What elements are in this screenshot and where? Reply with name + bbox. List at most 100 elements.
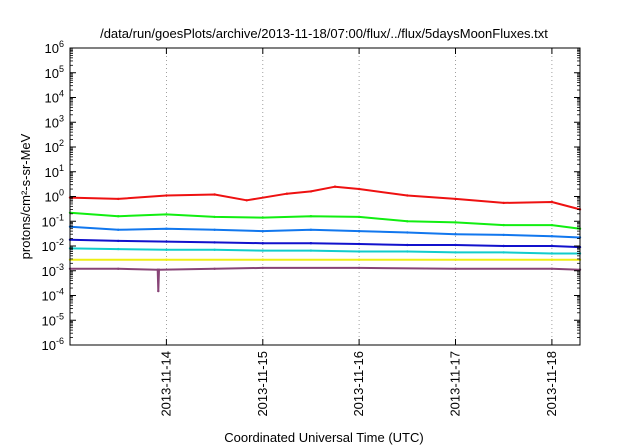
series-point [285,192,289,195]
series-point [213,215,216,219]
series-point [309,190,313,193]
series-point [502,233,505,237]
series-point [502,223,505,227]
y-tick-label: 10-6 [42,336,64,353]
series-point [502,244,505,248]
series-point [309,242,313,245]
series-point [261,216,264,219]
series-point [117,267,120,270]
y-tick-label: 10-3 [42,262,64,279]
series-point [165,248,168,251]
series-point [454,267,457,270]
series-point [213,248,216,251]
series-point [357,266,361,270]
series-point [309,249,313,252]
y-tick-base: 10 [42,264,56,279]
series-point [357,215,361,219]
y-tick-exponent: -3 [56,262,64,272]
y-tick-exponent: -5 [56,311,64,321]
series-point [454,258,457,261]
series-point [454,221,457,224]
series-point [117,215,120,218]
series-line [69,185,581,211]
series-point [406,243,409,247]
y-tick-exponent: 1 [59,163,64,173]
x-axis-label: Coordinated Universal Time (UTC) [224,430,423,445]
series-line [69,247,580,255]
series-point [213,267,216,270]
series-point [406,250,409,253]
series-point [117,239,120,243]
y-tick-label: 100 [45,188,64,205]
series-point [165,258,168,261]
y-tick-exponent: 3 [59,113,64,123]
y-tick-label: 101 [45,163,64,180]
series-point [550,267,554,270]
y-tick-label: 104 [45,89,64,106]
series-point [245,199,248,202]
y-tick-label: 10-5 [42,311,64,328]
series-point [357,187,361,191]
series-point [261,249,264,252]
x-tick-label: 2013-11-16 [351,351,366,417]
series-point [309,215,313,218]
series-point [261,229,264,233]
y-tick-label: 10-2 [42,237,64,254]
series-point [157,268,161,271]
axes-group: 2013-11-14 2013-11-15 2013-11-16 2013-11-17… [42,39,580,417]
series-point [117,228,120,231]
series-point [117,197,120,201]
series-point [165,213,168,216]
chart-title: /data/run/goesPlots/archive/2013-11-18/0… [100,26,548,41]
series-point [357,250,361,253]
series-point [357,242,361,246]
x-tick-label: 2013-11-17 [448,351,463,417]
y-tick-base: 10 [45,165,59,180]
series-point [406,220,409,223]
y-tick-base: 10 [45,91,59,106]
y-tick-exponent: -4 [56,287,64,297]
series-point [454,233,457,236]
y-tick-label: 103 [45,113,64,130]
y-tick-base: 10 [45,115,59,130]
y-tick-exponent: 5 [59,64,64,74]
y-tick-base: 10 [45,140,59,155]
series-point [357,258,361,261]
series-point [309,228,313,231]
series-point [213,228,216,231]
y-tick-exponent: 4 [59,89,64,99]
y-tick-exponent: 6 [59,39,64,49]
y-tick-base: 10 [42,214,56,229]
y-tick-label: 10-1 [42,212,64,229]
y-tick-label: 105 [45,64,64,81]
series-line [70,266,581,293]
y-tick-exponent: -2 [56,237,64,247]
x-tick-label: 2013-11-14 [158,351,173,417]
series-point [550,244,554,248]
series-point [165,240,168,243]
series-point [454,243,457,247]
y-axis-label: protons/cm²-s-sr-MeV [18,133,33,259]
series-point [550,235,554,238]
y-tick-base: 10 [45,66,59,81]
y-tick-base: 10 [42,313,56,328]
series-point [261,258,264,261]
series-point [261,266,264,270]
series-point [550,223,554,227]
series-point [454,197,457,201]
series-point [333,185,337,188]
series-point [213,193,216,196]
x-tick-label: 2013-11-15 [255,351,270,417]
x-tick-label: 2013-11-18 [544,351,559,417]
y-tick-base: 10 [42,289,56,304]
series-point [213,241,216,244]
series-point [502,251,505,254]
y-tick-exponent: -6 [56,336,64,346]
series-point [157,289,160,293]
y-tick-base: 10 [42,239,56,254]
series-point [261,242,264,245]
series-point [454,251,457,254]
series-point [357,229,361,233]
series-line [69,238,581,249]
